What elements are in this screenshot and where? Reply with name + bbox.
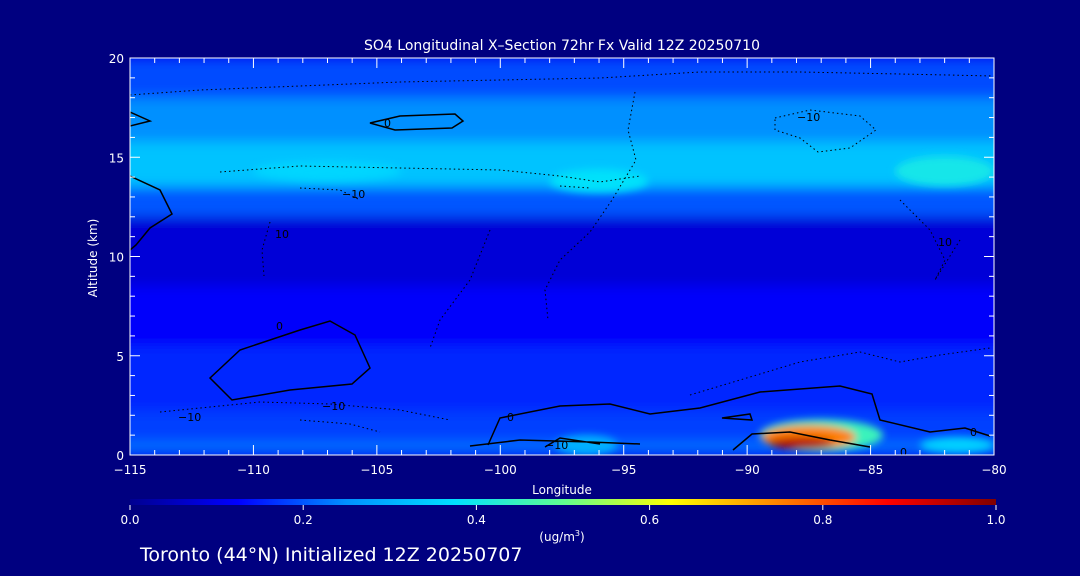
x-tick-label: −85	[858, 463, 883, 477]
contour-label: 0	[276, 320, 283, 333]
concentration-band	[130, 216, 994, 287]
colorbar-ticks: 0.0 0.2 0.4 0.6 0.8 1.0	[120, 505, 1006, 527]
contour-neg-low	[159, 347, 991, 433]
colorbar-tick-label: 0.4	[467, 513, 486, 527]
contour-lines	[130, 71, 994, 451]
concentration-field: 0 0 −10 −10 10 −10 −10 0 −10 0 0 10	[130, 58, 994, 459]
concentration-hotspot	[895, 156, 994, 187]
x-tick-label: −115	[114, 463, 147, 477]
colorbar-tick-label: 1.0	[986, 513, 1005, 527]
colorbar	[130, 499, 996, 505]
colorbar-tick-label: 0.0	[120, 513, 139, 527]
contour-label: −10	[322, 400, 345, 413]
concentration-band	[130, 286, 994, 346]
contour-label: 10	[938, 236, 952, 249]
contour-zero-mid-west	[208, 320, 371, 401]
contour-label: 0	[970, 426, 977, 439]
x-tick-label: −105	[360, 463, 393, 477]
x-tick-label: −100	[484, 463, 517, 477]
colorbar-tick-label: 0.6	[640, 513, 659, 527]
x-axis-label: Longitude	[532, 483, 592, 497]
colorbar-unit-label: (ug/m3)	[539, 529, 584, 544]
contour-label: 0	[384, 117, 391, 130]
concentration-band	[130, 97, 994, 142]
concentration-band	[130, 58, 994, 98]
contour-neg-mid	[261, 199, 961, 349]
x-tick-label: −80	[981, 463, 1006, 477]
contour-label: −10	[178, 411, 201, 424]
contour-neg-upper	[130, 71, 994, 96]
y-axis: 0 5 10 15 20	[109, 52, 994, 463]
x-axis: −115 −110 −105 −100 −95 −90 −85 −80	[114, 58, 1007, 477]
contour-zero-lowest	[469, 413, 754, 448]
contour-zero-low-east	[487, 385, 991, 446]
x-tick-label: −95	[611, 463, 636, 477]
y-tick-label: 5	[116, 350, 124, 364]
chart-title: SO4 Longitudinal X–Section 72hr Fx Valid…	[364, 38, 760, 54]
contour-label: 0	[900, 446, 907, 459]
concentration-hotspot	[253, 161, 402, 182]
contour-label: −10	[797, 111, 820, 124]
concentration-hotspot	[769, 437, 834, 450]
subtitle: Toronto (44°N) Initialized 12Z 20250707	[139, 544, 523, 566]
contour-label: −10	[545, 439, 568, 452]
contour-label: −10	[342, 188, 365, 201]
contour-label: 0	[507, 411, 514, 424]
x-tick-label: −90	[734, 463, 759, 477]
contour-zero-west-upper	[130, 111, 173, 251]
concentration-band	[130, 187, 994, 217]
y-tick-label: 10	[109, 251, 124, 265]
concentration-hotspot	[549, 169, 649, 193]
y-tick-label: 0	[116, 449, 124, 463]
x-tick-label: −110	[237, 463, 270, 477]
concentration-band	[130, 345, 994, 412]
colorbar-tick-label: 0.2	[294, 513, 313, 527]
contour-zero-hotspot	[732, 431, 871, 451]
colorbar-tick-label: 0.8	[813, 513, 832, 527]
contour-neg-vertical	[544, 91, 637, 321]
y-axis-label: Altitude (km)	[86, 219, 100, 298]
contour-zero-upper-center	[369, 113, 465, 131]
concentration-hotspot	[919, 437, 994, 454]
contour-neg-ring-ne	[774, 109, 877, 153]
y-tick-label: 20	[109, 52, 124, 66]
y-tick-label: 15	[109, 151, 124, 165]
contour-label: 10	[275, 228, 289, 241]
contour-neg-jet	[219, 165, 641, 201]
